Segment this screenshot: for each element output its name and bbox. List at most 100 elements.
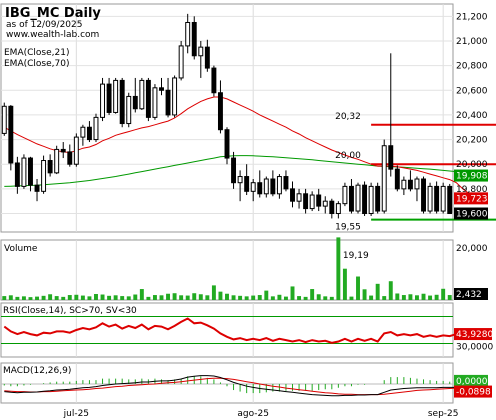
last-value-tag [454,192,488,205]
x-tick-label: sep-25 [428,409,459,419]
volume-bar [251,295,256,300]
volume-bar [192,293,197,300]
candle-down [8,105,14,164]
candle-up [139,79,145,110]
rsi-last-tag [454,328,492,341]
candle-up [113,79,119,113]
volume-bar [382,296,387,300]
volume-bar [277,294,282,300]
candle-up [309,194,315,210]
volume-bar [172,293,177,300]
candle-up [414,178,420,190]
legend-ema70: EMA(Close,70) [4,59,69,69]
candle-down [270,178,276,195]
candle-up [342,185,348,205]
volume-bar [401,295,406,300]
volume-bar [428,295,433,300]
level-label: 20,32 [335,112,361,122]
candle-down [447,185,453,215]
volume-bar [107,295,112,300]
candle-down [159,87,164,91]
rsi-line [3,317,483,344]
candle-up [296,193,302,202]
candle-down [14,162,20,187]
volume-bar [113,295,118,300]
volume-bar [283,296,288,300]
candle-down [257,182,263,195]
volume-bar [179,295,184,300]
candle-up [152,87,158,118]
candle-up [21,157,27,187]
panel-frame-3 [0,362,454,404]
volume-bar [257,295,262,300]
text-layer: IBG_MC Daily as of 12/09/2025 www.wealth… [3,6,493,419]
price-y-tick-label: 20,000 [456,160,488,170]
volume-bar [290,286,295,300]
candle-down [106,83,112,113]
candle-down [211,67,217,94]
candle-up [185,21,191,47]
volume-bar [74,294,79,300]
volume-bar [2,296,7,300]
candle-up [126,95,132,125]
candle-down [145,79,151,118]
volume-bar [15,296,20,300]
volume-bar [310,289,315,300]
candle-up [263,178,269,195]
volume-bar [349,296,354,300]
volume-bar [421,293,426,300]
candle-up [355,184,361,212]
volume-bar [87,296,92,300]
candle-up [198,46,204,57]
candle-up [100,83,106,118]
volume-bar [447,295,452,300]
marks-layer [1,13,496,398]
volume-bar [336,237,341,300]
volume-bar [205,295,210,300]
x-tick-label: jul-25 [63,409,89,419]
price-y-tick-label: 20,400 [456,111,488,121]
volume-bar [139,289,144,300]
candle-up [178,45,184,79]
volume-last-tag [454,288,488,300]
candle-down [329,200,335,215]
candle-up [1,105,7,134]
price-y-tick-label: 20,800 [456,62,488,72]
candle-down [362,184,368,215]
candle-down [28,157,33,186]
volume-y-tick-label: 20,000 [456,244,488,254]
volume-bar [270,296,275,300]
candle-down [165,89,171,116]
macd-line [4,375,483,397]
volume-bar [54,296,59,300]
volume-bar [21,296,26,300]
volume-bar [362,289,367,300]
candle-down [394,168,400,190]
candle-up [250,182,256,192]
volume-bar [8,295,13,300]
macd-signal-line [4,377,483,396]
volume-bar [198,294,203,300]
candle-down [224,129,230,159]
volume-bar [342,268,347,300]
macd-signal-tag [454,385,492,398]
macd-last-label: 0,0000 [456,377,488,387]
volume-bar [28,297,33,300]
volume-bar [159,295,164,300]
rsi-level-label: 30,0000 [456,343,493,353]
volume-bar [94,294,98,300]
chart-title: IBG_MC Daily [5,6,101,21]
candle-up [54,148,60,174]
candle-up [80,126,86,138]
candle-up [368,185,374,215]
volume-bar [67,295,72,300]
macd-last-tag [454,374,488,387]
volume-bar [61,296,66,300]
volume-peak-label: 19,19 [343,251,369,261]
candle-down [231,157,237,184]
candle-up [276,176,282,195]
macd-panel-label: MACD(12,26,9) [3,366,71,376]
candle-down [316,194,322,207]
